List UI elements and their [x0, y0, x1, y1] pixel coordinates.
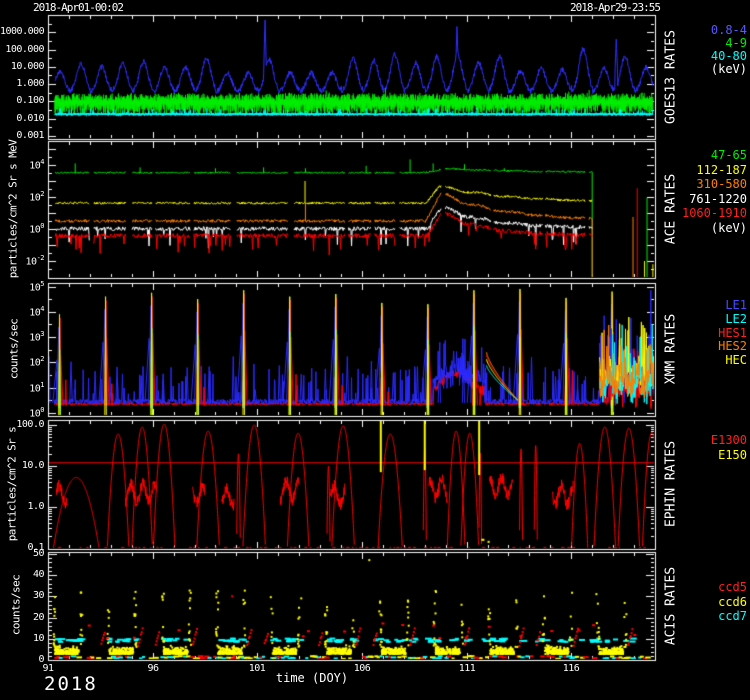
legend-entry: ccd6	[718, 595, 747, 609]
x-tick-label: 101	[248, 663, 266, 674]
y-axis-label-ephin: particles/cm^2 Sr s	[5, 426, 19, 542]
x-axis-label: time (DOY)	[275, 671, 349, 685]
start-datetime-label: 2018-Apr01-00:02	[33, 1, 124, 14]
y-tick-label: 10	[32, 633, 45, 644]
legend-entry: 1060-1910	[681, 206, 747, 220]
y-tick-label: 30	[32, 590, 45, 601]
y-tick-label: 0.001	[16, 130, 44, 141]
y-tick-label: 0	[38, 654, 44, 665]
x-tick-label: 111	[458, 663, 476, 674]
legend-entry: HES1	[718, 326, 747, 340]
y-tick-label: 20	[32, 612, 45, 623]
y-tick-label: 100	[29, 406, 44, 420]
x-tick-label: 116	[562, 663, 580, 674]
y-tick-label: 1.000	[16, 78, 44, 89]
y-tick-label: 104	[29, 305, 44, 319]
legend-entry: LE1	[725, 298, 747, 312]
legend-entry: 112-187	[696, 163, 747, 177]
legend-entry: HEC	[725, 353, 747, 367]
y-tick-label: 102	[29, 190, 44, 204]
y-tick-label: 102	[29, 355, 44, 369]
y-tick-label: 50	[32, 548, 45, 559]
legend-entry: 47-65	[710, 148, 747, 162]
legend-entry: 40-80	[710, 49, 747, 63]
y-tick-label: 105	[29, 280, 44, 294]
legend-entry: LE2	[725, 312, 747, 326]
legend-entry: 761-1220	[689, 192, 747, 206]
x-tick-label: 106	[353, 663, 371, 674]
y-axis-label-acis: counts/sec	[9, 574, 23, 636]
x-tick-label: 96	[147, 663, 159, 674]
x-tick-label: 91	[42, 663, 54, 674]
legend-entry: 310-580	[696, 177, 747, 191]
y-tick-label: 40	[32, 569, 45, 580]
panel-title-xmm: XMM RATES	[663, 313, 679, 385]
y-tick-label: 100.0	[16, 419, 44, 430]
y-tick-label: 10.0	[21, 460, 45, 471]
legend-entry: HES2	[718, 339, 747, 353]
legend-entry: ccd7	[718, 609, 747, 623]
legend-entry: (keV)	[710, 221, 747, 235]
legend-entry: E1300	[710, 433, 747, 447]
y-tick-label: 1.0	[27, 501, 44, 512]
y-tick-label: 10.000	[10, 61, 45, 72]
y-tick-label: 1000.000	[0, 26, 45, 37]
y-tick-label: 0.1	[27, 542, 44, 553]
y-tick-label: 100	[29, 222, 44, 236]
end-datetime-label: 2018-Apr29-23:55	[570, 1, 661, 14]
legend-entry: 0.8-4	[710, 23, 747, 37]
legend-entry: 4-9	[725, 36, 747, 50]
legend-entry: ccd5	[718, 580, 747, 594]
y-tick-label: 0.010	[16, 113, 44, 124]
panel-title-acis: ACIS RATES	[663, 566, 679, 646]
panel-title-ace: ACE RATES	[663, 173, 679, 245]
y-tick-label: 104	[29, 158, 44, 172]
y-axis-label-xmm: counts/sec	[7, 318, 21, 380]
legend-entry: (keV)	[710, 62, 747, 76]
y-tick-label: 101	[29, 381, 44, 395]
panel-title-goes13: GOES13 RATES	[663, 30, 679, 124]
y-tick-label: 100.000	[5, 44, 44, 55]
panel-title-ephin: EPHIN RATES	[663, 440, 679, 528]
y-tick-label: 10-2	[25, 254, 45, 268]
legend-entry: E150	[718, 448, 747, 462]
year-label: 2018	[44, 673, 98, 695]
y-tick-label: 103	[29, 330, 44, 344]
y-tick-label: 0.100	[16, 95, 44, 106]
